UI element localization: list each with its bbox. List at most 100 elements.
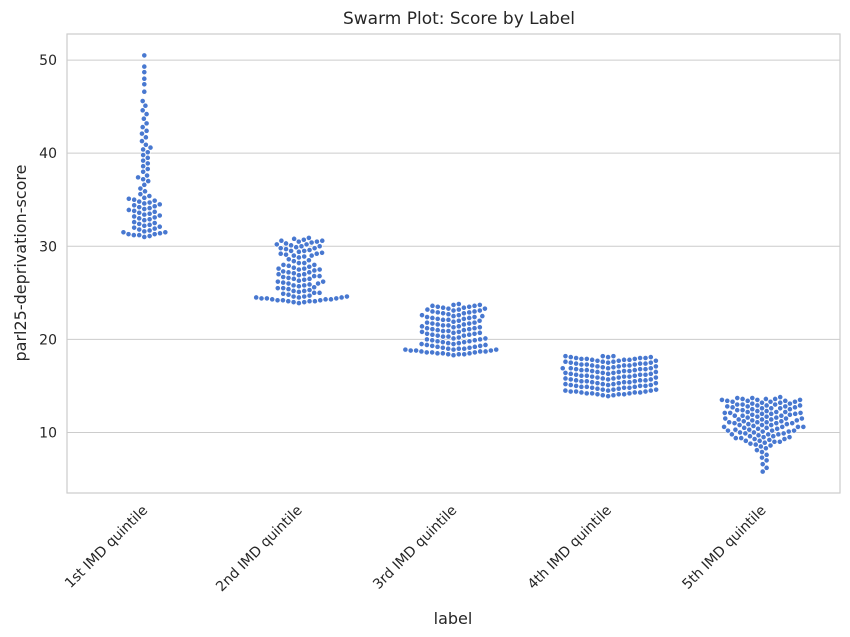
data-point <box>455 301 462 307</box>
data-point <box>726 419 733 426</box>
data-point <box>141 52 148 59</box>
data-point <box>605 370 611 377</box>
data-point <box>290 288 297 294</box>
data-point <box>567 354 574 360</box>
data-point <box>653 386 660 393</box>
data-point <box>311 261 318 268</box>
data-point <box>151 225 158 232</box>
data-point <box>621 356 627 363</box>
data-point <box>466 331 473 338</box>
data-point <box>631 367 638 374</box>
data-point <box>275 265 282 272</box>
data-point <box>775 431 782 438</box>
data-point <box>763 408 770 414</box>
data-point <box>722 415 729 422</box>
data-point <box>295 283 302 290</box>
data-point <box>306 287 313 293</box>
data-point <box>605 365 611 372</box>
data-point <box>461 339 468 346</box>
data-point <box>637 355 643 361</box>
data-point <box>647 376 654 383</box>
data-point <box>439 350 446 357</box>
data-point <box>626 362 633 369</box>
data-point <box>140 163 147 170</box>
data-point <box>626 356 633 363</box>
data-point <box>771 438 778 445</box>
data-point <box>482 348 489 355</box>
data-point <box>156 223 163 230</box>
data-point <box>744 414 751 421</box>
data-point <box>139 98 146 104</box>
data-point <box>466 350 473 357</box>
data-point <box>455 306 462 313</box>
data-point <box>626 379 633 386</box>
data-point <box>407 347 414 354</box>
data-point <box>141 234 148 240</box>
data-point <box>136 221 143 227</box>
y-axis-label: parl25-deprivation-score <box>11 165 30 362</box>
data-point <box>578 356 585 362</box>
data-point <box>589 368 596 374</box>
data-point <box>754 408 761 414</box>
data-point <box>146 210 153 217</box>
data-point <box>728 431 735 438</box>
data-point <box>434 321 441 328</box>
data-point <box>140 152 147 158</box>
data-point <box>280 285 287 292</box>
data-point <box>434 309 441 316</box>
data-point <box>295 254 302 261</box>
data-point <box>295 260 302 266</box>
data-point <box>763 464 770 471</box>
data-point <box>434 327 441 333</box>
data-point <box>445 333 452 340</box>
data-point <box>476 302 483 308</box>
data-point <box>156 201 163 208</box>
data-point <box>763 419 770 426</box>
data-point <box>779 423 786 430</box>
data-point <box>610 381 617 387</box>
data-point <box>631 389 638 396</box>
data-point <box>455 340 462 347</box>
data-point <box>290 299 297 306</box>
data-point <box>578 372 585 379</box>
data-point <box>610 386 617 393</box>
data-point <box>413 347 420 354</box>
data-point <box>642 366 649 373</box>
data-point <box>735 416 742 423</box>
data-point <box>471 314 478 320</box>
data-point <box>301 288 308 294</box>
data-point <box>440 322 446 329</box>
data-point <box>429 302 436 309</box>
data-point <box>762 445 769 452</box>
data-point <box>621 391 628 398</box>
x-tick-label: 5th IMD quintile <box>679 503 769 593</box>
data-point <box>768 416 775 423</box>
data-point <box>777 394 784 401</box>
data-point <box>599 392 606 399</box>
data-point <box>637 360 643 367</box>
data-point <box>578 367 585 374</box>
data-point <box>445 340 452 347</box>
data-point <box>749 406 756 413</box>
data-point <box>419 323 425 330</box>
data-point <box>305 234 312 241</box>
data-point <box>466 303 473 310</box>
data-point <box>137 185 144 192</box>
data-point <box>785 428 792 435</box>
data-point <box>131 207 138 214</box>
data-point <box>562 375 569 382</box>
data-point <box>295 288 302 295</box>
data-point <box>144 166 151 172</box>
data-point <box>599 358 606 365</box>
data-point <box>471 325 478 332</box>
data-point <box>751 436 758 442</box>
data-point <box>278 237 285 244</box>
data-point <box>559 365 566 372</box>
data-point <box>434 343 441 350</box>
data-point <box>732 435 739 441</box>
data-point <box>637 389 644 396</box>
data-point <box>759 405 765 412</box>
data-point <box>477 342 484 349</box>
data-point <box>301 265 308 272</box>
data-point <box>476 317 483 324</box>
